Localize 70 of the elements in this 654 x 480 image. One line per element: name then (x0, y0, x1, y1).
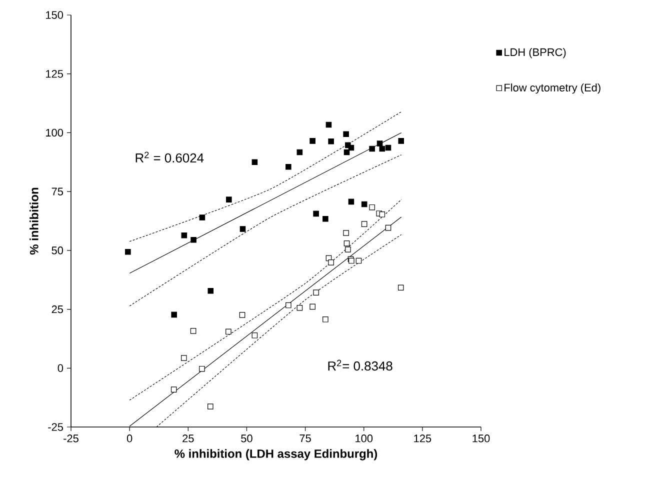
point (170, 386, 177, 392)
point (226, 328, 232, 335)
x-axis-title: % inhibition (LDH assay Edinburgh) (174, 449, 378, 460)
point (296, 149, 303, 156)
point (356, 258, 362, 264)
point (344, 240, 350, 246)
point (252, 332, 258, 338)
x-tick-label: 75 (300, 434, 311, 442)
x-tick-label: 150 (472, 434, 490, 442)
point (361, 201, 368, 208)
point (208, 404, 214, 410)
point (344, 149, 350, 156)
point (286, 302, 292, 308)
point (190, 236, 196, 243)
point (369, 146, 375, 152)
x-tick-label: 25 (182, 434, 194, 442)
legend-label: Flow cytometry (Ed) (504, 83, 600, 94)
point (328, 138, 334, 144)
y-tick-label: 50 (52, 246, 64, 254)
point (369, 204, 375, 210)
y-tick-label: 75 (52, 188, 64, 196)
y-tick-label: 100 (46, 128, 64, 137)
point (326, 122, 332, 128)
point (379, 212, 386, 218)
point (171, 312, 177, 318)
point (190, 328, 196, 334)
point (181, 355, 187, 361)
y-tick-label: 125 (46, 70, 64, 78)
point (208, 288, 214, 294)
point (345, 246, 351, 252)
x-tick-label: 50 (241, 434, 252, 442)
point (322, 316, 328, 322)
point (313, 290, 319, 296)
point (199, 214, 206, 220)
point (125, 248, 131, 255)
point (322, 216, 328, 222)
point (296, 304, 303, 311)
point (252, 159, 258, 166)
point (398, 284, 404, 291)
point (343, 131, 349, 138)
point (376, 140, 383, 146)
x-tick-label: -25 (64, 434, 78, 442)
annotation: R$^{2}$ = 0.6024 (136, 152, 204, 163)
point (226, 196, 232, 202)
point (385, 224, 392, 231)
y-tick-label: 25 (52, 305, 64, 314)
point (199, 366, 205, 372)
point (239, 312, 246, 318)
point (385, 144, 392, 151)
point (361, 221, 368, 227)
point (348, 198, 354, 205)
point (398, 138, 404, 144)
point (310, 138, 316, 144)
point (328, 260, 334, 266)
legend-label: LDH (BPRC) (504, 48, 566, 58)
y-axis-title: % inhibition (30, 188, 38, 255)
annotation: R$^{2}$= 0.8348 (328, 360, 392, 371)
x-tick-label: 0 (126, 434, 132, 442)
point (181, 232, 188, 238)
y-tick-label: 0 (58, 364, 64, 372)
point (240, 226, 246, 232)
point (379, 146, 386, 152)
point (286, 164, 292, 170)
y-tick-label: -25 (48, 423, 64, 431)
point (343, 230, 349, 236)
x-tick-label: 125 (414, 434, 432, 442)
x-tick-label: 100 (356, 434, 373, 442)
point (313, 210, 319, 217)
point (310, 304, 316, 310)
y-tick-label: 150 (46, 11, 64, 19)
